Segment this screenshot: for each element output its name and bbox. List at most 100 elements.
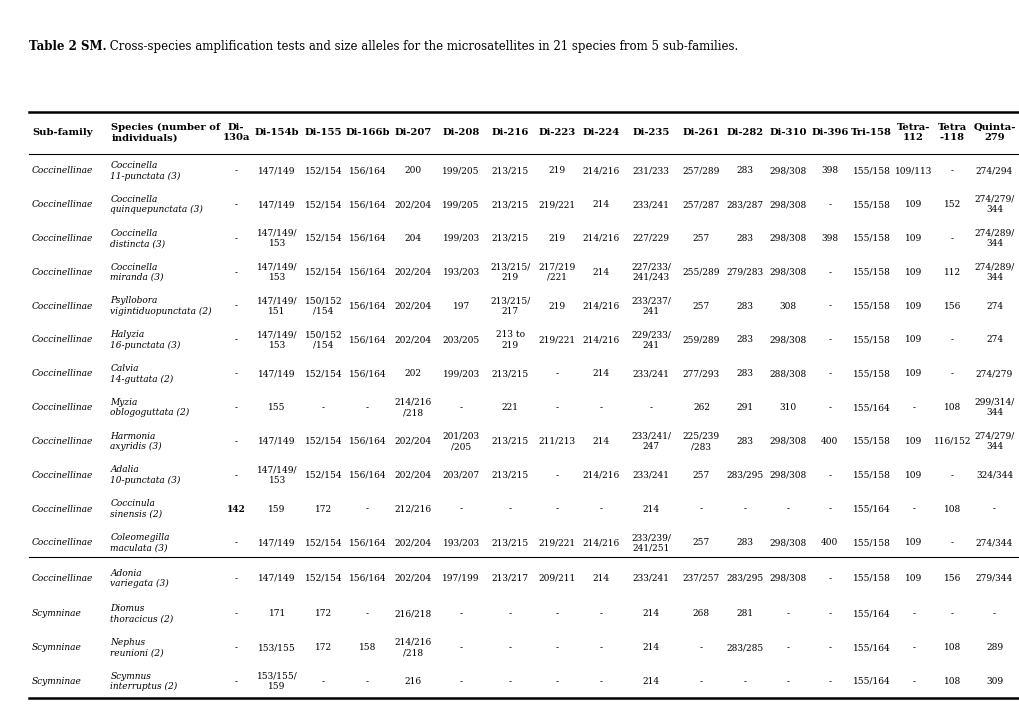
Text: -: - bbox=[786, 505, 789, 513]
Text: 147/149: 147/149 bbox=[258, 200, 296, 209]
Text: Di-154b: Di-154b bbox=[255, 128, 299, 138]
Text: Coccinellinae: Coccinellinae bbox=[32, 166, 93, 175]
Text: Quinta-
279: Quinta- 279 bbox=[972, 123, 1015, 143]
Text: 216: 216 bbox=[405, 677, 421, 686]
Text: -: - bbox=[649, 403, 652, 412]
Text: 214: 214 bbox=[592, 574, 609, 583]
Text: 202/204: 202/204 bbox=[394, 336, 431, 344]
Text: -: - bbox=[827, 268, 830, 276]
Text: Di-261: Di-261 bbox=[682, 128, 719, 138]
Text: 214: 214 bbox=[592, 268, 609, 276]
Text: 213/215: 213/215 bbox=[491, 200, 529, 209]
Text: 227/229: 227/229 bbox=[632, 234, 668, 243]
Text: 257: 257 bbox=[692, 302, 709, 310]
Text: -: - bbox=[699, 505, 702, 513]
Text: 298/308: 298/308 bbox=[768, 234, 806, 243]
Text: 109: 109 bbox=[904, 471, 921, 480]
Text: 197: 197 bbox=[452, 302, 470, 310]
Text: Coccinellinae: Coccinellinae bbox=[32, 369, 93, 378]
Text: 109: 109 bbox=[904, 268, 921, 276]
Text: 202: 202 bbox=[405, 369, 421, 378]
Text: 202/204: 202/204 bbox=[394, 574, 431, 583]
Text: -: - bbox=[827, 471, 830, 480]
Text: Di-208: Di-208 bbox=[442, 128, 479, 138]
Text: -: - bbox=[827, 336, 830, 344]
Text: 200: 200 bbox=[405, 166, 421, 175]
Text: 116/152: 116/152 bbox=[932, 437, 970, 446]
Text: 283/285: 283/285 bbox=[726, 643, 762, 652]
Text: Di-166b: Di-166b bbox=[344, 128, 389, 138]
Text: -: - bbox=[950, 539, 953, 547]
Text: 152/154: 152/154 bbox=[305, 539, 341, 547]
Text: 283: 283 bbox=[736, 369, 753, 378]
Text: 155/158: 155/158 bbox=[852, 234, 890, 243]
Text: 229/233/
241: 229/233/ 241 bbox=[631, 330, 671, 350]
Text: 108: 108 bbox=[943, 643, 960, 652]
Text: 257: 257 bbox=[692, 471, 709, 480]
Text: -: - bbox=[555, 471, 558, 480]
Text: -: - bbox=[599, 505, 602, 513]
Text: 109: 109 bbox=[904, 539, 921, 547]
Text: 155/164: 155/164 bbox=[852, 609, 890, 618]
Text: 299/314/
344: 299/314/ 344 bbox=[973, 398, 1014, 418]
Text: -: - bbox=[508, 677, 512, 686]
Text: 283/287: 283/287 bbox=[726, 200, 762, 209]
Text: -: - bbox=[322, 677, 325, 686]
Text: 213/215: 213/215 bbox=[491, 234, 529, 243]
Text: Coccinellinae: Coccinellinae bbox=[32, 336, 93, 344]
Text: 156/164: 156/164 bbox=[348, 166, 386, 175]
Text: 308: 308 bbox=[779, 302, 796, 310]
Text: 152/154: 152/154 bbox=[305, 234, 341, 243]
Text: 156/164: 156/164 bbox=[348, 471, 386, 480]
Text: 274/344: 274/344 bbox=[975, 539, 1012, 547]
Text: Species (number of
individuals): Species (number of individuals) bbox=[111, 123, 220, 143]
Text: Psyllobora
vigintiduopunctata (2): Psyllobora vigintiduopunctata (2) bbox=[110, 297, 212, 316]
Text: 202/204: 202/204 bbox=[394, 268, 431, 276]
Text: 225/239
/283: 225/239 /283 bbox=[682, 432, 719, 451]
Text: 147/149: 147/149 bbox=[258, 539, 296, 547]
Text: -: - bbox=[234, 539, 237, 547]
Text: -: - bbox=[366, 505, 369, 513]
Text: 147/149/
153: 147/149/ 153 bbox=[257, 466, 298, 485]
Text: 277/293: 277/293 bbox=[682, 369, 719, 378]
Text: -: - bbox=[555, 505, 558, 513]
Text: 233/241/
247: 233/241/ 247 bbox=[631, 432, 671, 451]
Text: 274/289/
344: 274/289/ 344 bbox=[973, 229, 1014, 248]
Text: 233/241: 233/241 bbox=[632, 200, 668, 209]
Text: Diomus
thoracicus (2): Diomus thoracicus (2) bbox=[110, 604, 173, 624]
Text: Di-235: Di-235 bbox=[632, 128, 669, 138]
Text: 155: 155 bbox=[268, 403, 285, 412]
Text: 147/149: 147/149 bbox=[258, 369, 296, 378]
Text: 155/158: 155/158 bbox=[852, 336, 890, 344]
Text: 281: 281 bbox=[736, 609, 753, 618]
Text: 150/152
/154: 150/152 /154 bbox=[305, 330, 341, 350]
Text: Coccinellinae: Coccinellinae bbox=[32, 471, 93, 480]
Text: Di-207: Di-207 bbox=[394, 128, 431, 138]
Text: -: - bbox=[950, 471, 953, 480]
Text: 156/164: 156/164 bbox=[348, 336, 386, 344]
Text: 202/204: 202/204 bbox=[394, 539, 431, 547]
Text: 201/203
/205: 201/203 /205 bbox=[442, 432, 479, 451]
Text: 283/295: 283/295 bbox=[726, 471, 762, 480]
Text: 219: 219 bbox=[548, 302, 566, 310]
Text: 214/216: 214/216 bbox=[582, 539, 620, 547]
Text: 262: 262 bbox=[692, 403, 709, 412]
Text: 219: 219 bbox=[548, 234, 566, 243]
Text: 214: 214 bbox=[592, 437, 609, 446]
Text: 214: 214 bbox=[592, 369, 609, 378]
Text: 152/154: 152/154 bbox=[305, 437, 341, 446]
Text: Di-223: Di-223 bbox=[538, 128, 576, 138]
Text: 193/203: 193/203 bbox=[442, 268, 479, 276]
Text: 199/203: 199/203 bbox=[442, 234, 479, 243]
Text: 217/219
/221: 217/219 /221 bbox=[538, 263, 576, 282]
Text: 291: 291 bbox=[736, 403, 753, 412]
Text: 109: 109 bbox=[904, 336, 921, 344]
Text: 274: 274 bbox=[985, 336, 1002, 344]
Text: Halyzia
16-punctata (3): Halyzia 16-punctata (3) bbox=[110, 330, 180, 350]
Text: 109: 109 bbox=[904, 369, 921, 378]
Text: Coccinella
quinquepunctata (3): Coccinella quinquepunctata (3) bbox=[110, 195, 203, 215]
Text: Di-155: Di-155 bbox=[305, 128, 341, 138]
Text: Coccinella
11-punctata (3): Coccinella 11-punctata (3) bbox=[110, 161, 180, 181]
Text: 156: 156 bbox=[943, 302, 960, 310]
Text: 233/241: 233/241 bbox=[632, 471, 668, 480]
